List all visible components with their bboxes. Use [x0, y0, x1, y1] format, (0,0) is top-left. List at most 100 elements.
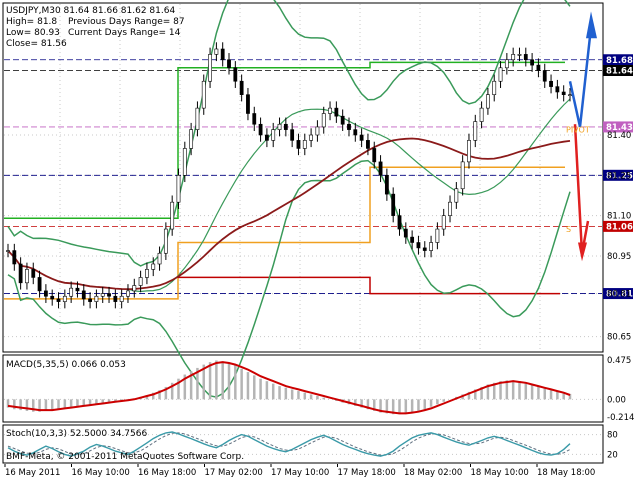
blue-arrow-head	[586, 11, 597, 39]
candle-body	[555, 86, 560, 93]
candle-body	[88, 298, 92, 302]
axis-labels: 81.40 81.25 81.10 80.95 80.81 80.65 0.475 0.00 -…	[4, 131, 634, 478]
candle-body	[94, 295, 99, 302]
stochastic-indicator	[4, 431, 602, 457]
candle-body	[290, 129, 295, 141]
copyright-text: BMF-Meta, © 2001-2011 MetaQuotes Softwar…	[6, 452, 244, 462]
red-pivot-steps	[178, 276, 560, 295]
prev-range-line: Previous Days Range= 87	[68, 17, 185, 27]
candle-body	[277, 123, 282, 130]
pivot-label: PIVOT	[566, 125, 590, 134]
price-tick-label: 81.40	[607, 131, 631, 141]
candle-body	[145, 269, 149, 278]
candle-body	[75, 287, 80, 292]
candle-body	[214, 48, 219, 55]
candle-body	[151, 263, 156, 270]
low-line: Low= 80.93	[6, 28, 60, 38]
price-tag-label: 81.25	[606, 171, 633, 181]
candle-body	[43, 290, 48, 297]
candle-body	[208, 54, 212, 82]
stoch-title: Stoch(10,3,3) 52.5000 34.7566	[6, 429, 147, 439]
candle-body	[176, 175, 181, 203]
price-tag-label: 81.64	[606, 67, 633, 77]
candle-body	[107, 293, 111, 297]
candle-body	[353, 129, 358, 136]
candle-body	[6, 250, 10, 252]
candle-body	[340, 115, 345, 125]
candle-body	[416, 242, 421, 249]
candle-body	[479, 107, 484, 122]
candle-body	[309, 134, 314, 141]
macd-tick-label: 0.475	[607, 356, 631, 366]
price-tag-box	[603, 54, 633, 66]
price-tag-box	[603, 65, 633, 76]
level-lines	[4, 59, 602, 300]
red-arrow-head	[578, 242, 587, 262]
candle-body	[384, 175, 389, 195]
candle-body	[56, 298, 61, 302]
candle-body	[568, 94, 572, 96]
candle-body	[31, 269, 36, 278]
candle-body	[201, 80, 206, 109]
price-tag-label: 81.06	[606, 222, 633, 232]
candle-body	[271, 129, 276, 141]
green-pivot-steps	[4, 61, 565, 220]
macd-signal-line	[7, 361, 571, 415]
price-tick-label: 80.95	[607, 252, 631, 262]
candle-body	[50, 295, 55, 300]
support-label: S	[566, 225, 571, 234]
candle-body	[448, 201, 452, 216]
time-axis-label: 18 May 02:00	[404, 468, 462, 478]
candle-body	[170, 201, 175, 230]
candle-body	[25, 269, 29, 284]
candle-body	[467, 140, 471, 163]
candle-body	[542, 70, 547, 82]
candle-body	[397, 215, 402, 230]
price-tag-box	[603, 288, 633, 300]
candle-body	[334, 107, 339, 117]
time-axis-label: 16 May 10:00	[72, 468, 130, 478]
candle-body	[62, 295, 67, 302]
candle-body	[435, 228, 440, 243]
macd-indicator	[4, 360, 602, 415]
price-tag-box	[603, 121, 633, 133]
high-line: High= 81.8	[6, 17, 57, 27]
price-tick-label: 81.10	[607, 212, 631, 222]
candle-body	[504, 59, 509, 69]
price-candles	[6, 42, 572, 309]
candle-body	[252, 113, 257, 125]
close-line: Close= 81.56	[6, 39, 67, 49]
candle-body	[195, 107, 200, 130]
candle-body	[561, 91, 566, 95]
candle-body	[239, 80, 244, 95]
candle-body	[296, 140, 301, 149]
candle-body	[328, 107, 332, 114]
candle-body	[460, 161, 465, 190]
candle-body	[37, 277, 42, 292]
candle-body	[302, 140, 307, 149]
stoch-tick-label: 20	[607, 450, 618, 460]
macd-tick-label: 0.00	[607, 395, 626, 405]
curr-range-line: Current Days Range= 14	[68, 28, 181, 38]
candle-body	[378, 161, 383, 176]
candle-body	[138, 277, 143, 286]
candle-body	[246, 94, 250, 114]
blue-forecast-arrow	[568, 27, 593, 128]
candle-body	[126, 290, 130, 297]
price-tag-box	[603, 169, 633, 181]
macd-title: MACD(5,35,5) 0.066 0.053	[6, 360, 126, 370]
candle-body	[157, 252, 162, 265]
price-tag-label: 81.43	[606, 123, 633, 133]
candle-body	[220, 48, 225, 61]
candle-body	[549, 80, 553, 87]
candle-body	[523, 54, 528, 61]
candle-body	[536, 64, 541, 71]
time-axis-label: 16 May 18:00	[138, 468, 196, 478]
candle-body	[283, 123, 288, 130]
macd-tick-label: -0.214	[607, 413, 634, 423]
stoch-main-line	[7, 431, 571, 457]
